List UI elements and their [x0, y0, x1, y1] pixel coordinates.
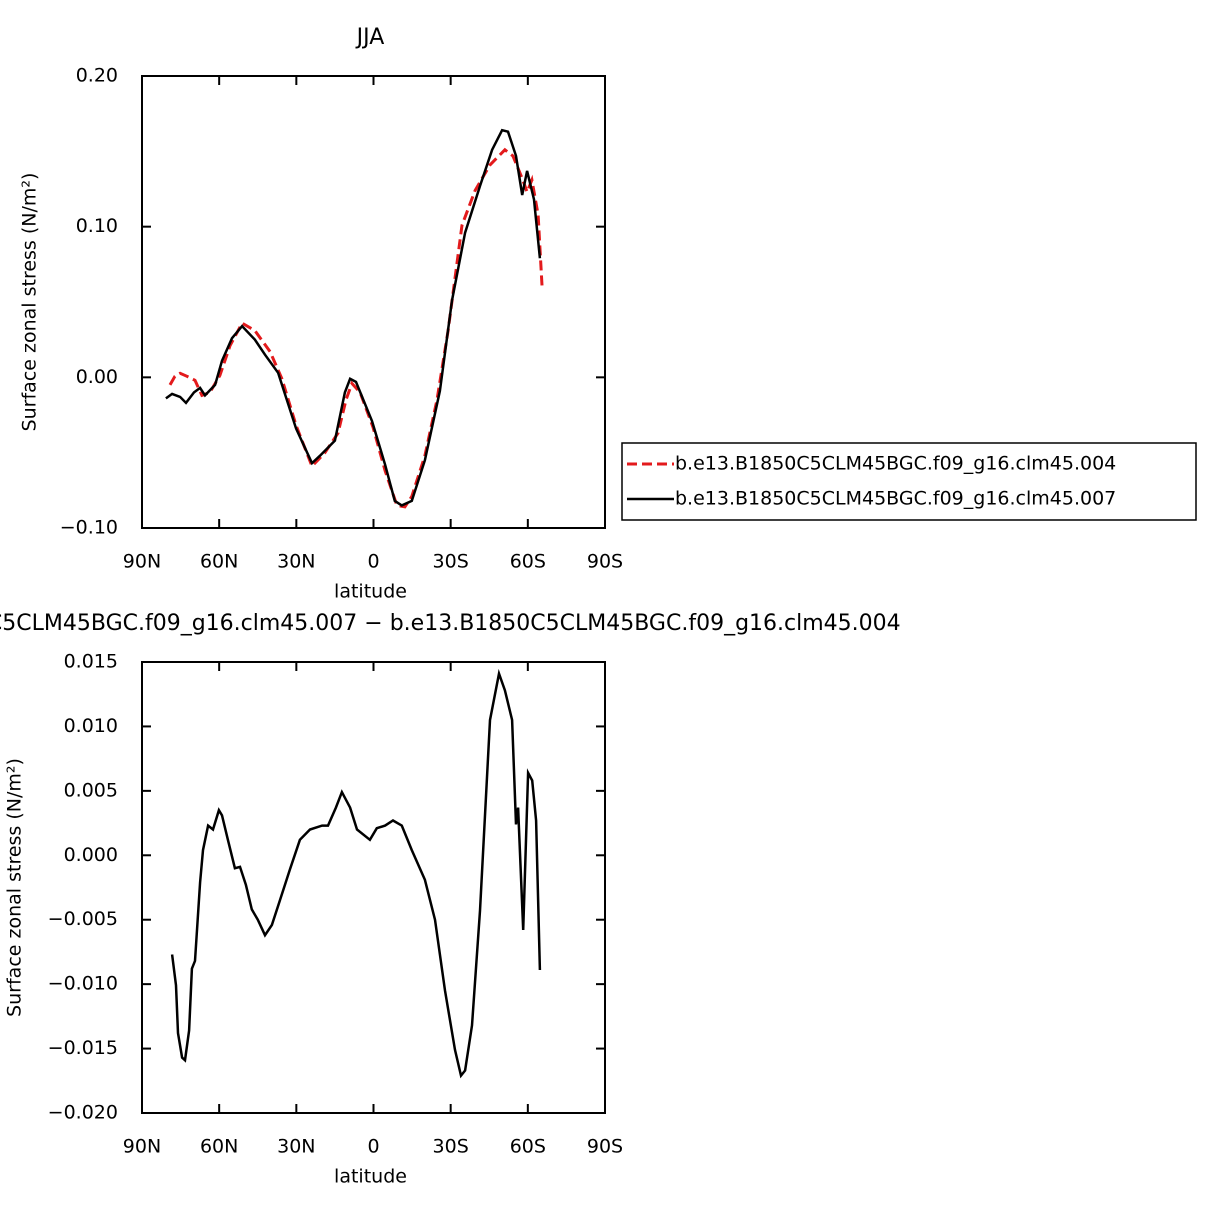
y-tick-label: 0.20 [76, 65, 118, 87]
y-tick-label: −0.10 [60, 517, 118, 539]
y-tick-label: −0.005 [48, 908, 118, 930]
legend-label: b.e13.B1850C5CLM45BGC.f09_g16.clm45.007 [675, 488, 1116, 510]
x-tick-label: 0 [367, 1136, 379, 1158]
legend-label: b.e13.B1850C5CLM45BGC.f09_g16.clm45.004 [675, 453, 1116, 475]
x-tick-label: 60N [200, 551, 238, 573]
y-axis-label: Surface zonal stress (N/m²) [4, 758, 26, 1017]
x-axis-label: latitude [334, 1166, 407, 1188]
legend-box [621, 442, 1197, 521]
y-tick-label: 0.000 [64, 844, 118, 866]
y-tick-label: 0.015 [64, 651, 118, 673]
x-tick-label: 90S [587, 1136, 623, 1158]
x-tick-label: 0 [367, 551, 379, 573]
y-tick-label: 0.10 [76, 215, 118, 237]
chart-title: b.e13.B1850C5CLM45BGC.f09_g16.clm45.007 … [0, 611, 901, 636]
x-tick-label: 30N [277, 1136, 315, 1158]
plot-frame [141, 75, 606, 529]
x-axis-label: latitude [334, 581, 407, 603]
y-tick-label: 0.005 [64, 779, 118, 801]
x-tick-label: 60S [510, 551, 546, 573]
x-tick-label: 30S [433, 551, 469, 573]
x-tick-label: 60N [200, 1136, 238, 1158]
chart-title: JJA [355, 25, 385, 50]
y-tick-label: −0.020 [48, 1102, 118, 1124]
series-line [165, 128, 542, 507]
y-axis-label: Surface zonal stress (N/m²) [19, 173, 41, 432]
x-tick-label: 90N [123, 1136, 161, 1158]
y-tick-label: 0.010 [64, 715, 118, 737]
x-tick-label: 30N [277, 551, 315, 573]
x-tick-label: 30S [433, 1136, 469, 1158]
plot-frame [141, 661, 606, 1114]
x-tick-label: 60S [510, 1136, 546, 1158]
y-tick-label: 0.00 [76, 366, 118, 388]
series-line [170, 668, 542, 1079]
series-line [168, 147, 544, 509]
x-tick-label: 90N [123, 551, 161, 573]
y-tick-label: −0.015 [48, 1037, 118, 1059]
y-tick-label: −0.010 [48, 973, 118, 995]
x-tick-label: 90S [587, 551, 623, 573]
